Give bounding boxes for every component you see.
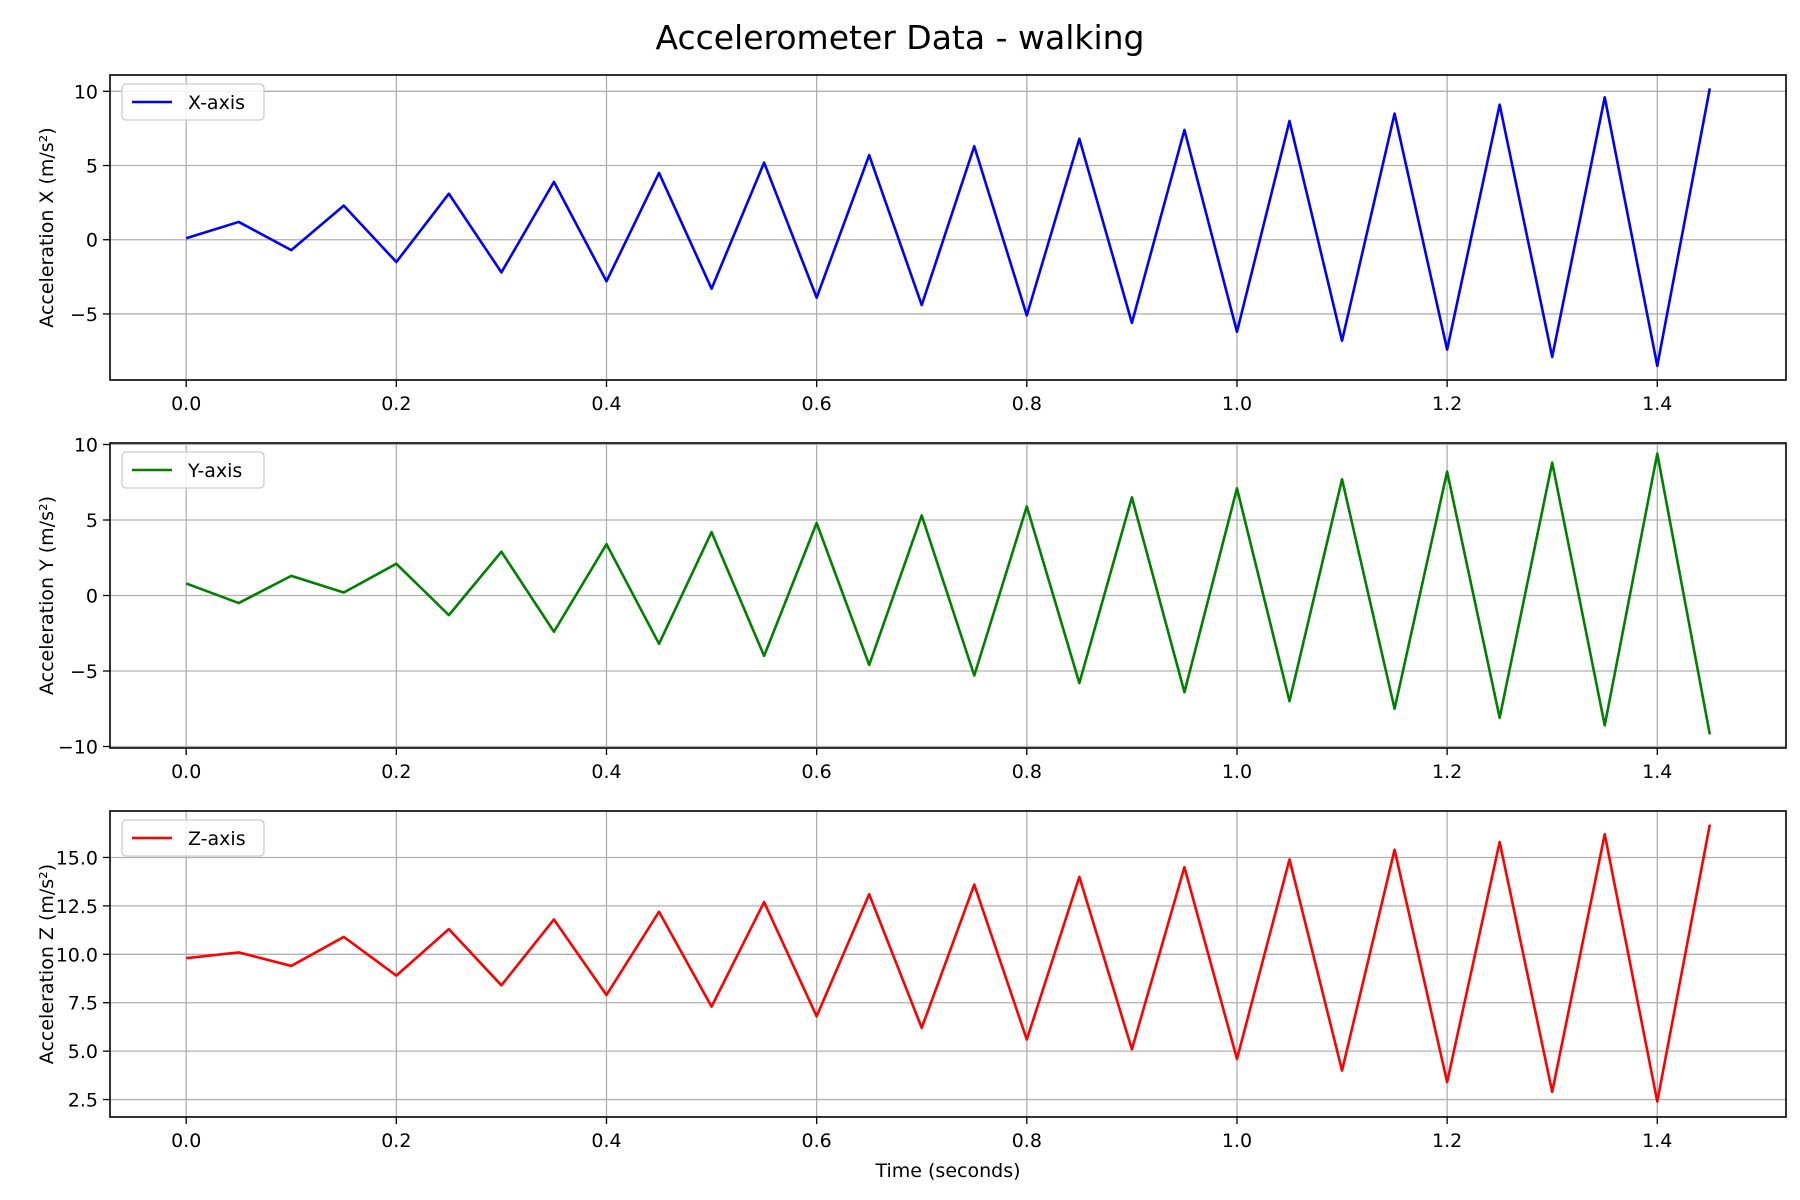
x-tick-label: 1.0 [1222, 393, 1252, 415]
y-tick-label: 0 [86, 586, 98, 608]
x-tick-label: 1.0 [1222, 1130, 1252, 1152]
x-tick-label: 0.6 [802, 1130, 832, 1152]
x-tick-label: 0.4 [591, 393, 621, 415]
panel-x: 0.0 0.2 0.4 0.6 0.8 1.0 1.2 1.4 −5 0 5 10 Accelerati… [36, 74, 1787, 415]
x-tick-label: 0.0 [171, 393, 201, 415]
series-line-y [185, 452, 1712, 735]
y-axis-label-x: Acceleration X (m/s²) [36, 127, 58, 327]
x-tick-label: 0.0 [171, 1130, 201, 1152]
y-tick-label: 5 [86, 510, 98, 532]
x-tick-label: 0.6 [802, 761, 832, 783]
legend-box [121, 83, 265, 121]
y-tick-label: −10 [58, 736, 98, 758]
x-tick-label: 1.0 [1222, 761, 1252, 783]
panel-y: 0.0 0.2 0.4 0.6 0.8 1.0 1.2 1.4 −10 −5 0 5 10 Acceler… [36, 435, 1787, 783]
y-tick-label: 2.5 [68, 1090, 98, 1112]
legend-z: Z-axis [121, 819, 265, 857]
x-tick-label: 1.2 [1432, 393, 1462, 415]
x-tick-label: 1.4 [1642, 1130, 1672, 1152]
x-tick-label: 0.8 [1012, 393, 1042, 415]
series-line-z [186, 824, 1712, 1103]
x-tick-label: 0.4 [591, 1130, 621, 1152]
axes-frame-z [109, 810, 1787, 1118]
x-tick-label: 0.8 [1012, 1130, 1042, 1152]
y-tick-label: 10 [74, 435, 98, 457]
x-tick-label: 0.2 [381, 393, 411, 415]
x-tick-label: 0.0 [171, 761, 201, 783]
y-tick-label: −5 [70, 304, 98, 326]
legend-label: Y-axis [187, 460, 242, 482]
x-tick-label: 0.4 [591, 761, 621, 783]
y-tick-label: 10.0 [56, 944, 98, 966]
y-axis-label-z: Acceleration Z (m/s²) [36, 864, 58, 1064]
panel-z: 0.0 0.2 0.4 0.6 0.8 1.0 1.2 1.4 2.5 5.0 7.5 10.0 12.… [36, 810, 1787, 1182]
legend-box [121, 819, 265, 857]
y-tick-label: 12.5 [56, 896, 98, 918]
y-tick-label: 0 [86, 230, 98, 252]
y-tick-label: −5 [70, 661, 98, 683]
legend-x: X-axis [121, 83, 265, 121]
x-tick-label: 0.2 [381, 761, 411, 783]
y-tick-label: 10 [74, 81, 98, 103]
x-tick-label: 1.2 [1432, 1130, 1462, 1152]
y-axis-label-y: Acceleration Y (m/s²) [36, 496, 58, 695]
y-tick-label: 5 [86, 156, 98, 178]
x-tick-label: 1.4 [1642, 393, 1672, 415]
series-line-x [185, 88, 1712, 368]
axes-frame-x [109, 74, 1787, 381]
legend-label: X-axis [188, 92, 245, 114]
x-tick-label: 0.2 [381, 1130, 411, 1152]
x-tick-label: 1.2 [1432, 761, 1462, 783]
figure-title: Accelerometer Data - walking [655, 18, 1145, 57]
y-tick-label: 15.0 [56, 847, 98, 869]
x-tick-label: 0.6 [802, 393, 832, 415]
y-tick-label: 5.0 [68, 1041, 98, 1063]
legend-box [121, 451, 265, 489]
x-axis-label: Time (seconds) [874, 1160, 1020, 1182]
y-tick-label: 7.5 [68, 993, 98, 1015]
legend-label: Z-axis [188, 828, 246, 850]
legend-y: Y-axis [121, 451, 265, 489]
x-tick-label: 0.8 [1012, 761, 1042, 783]
x-tick-label: 1.4 [1642, 761, 1672, 783]
